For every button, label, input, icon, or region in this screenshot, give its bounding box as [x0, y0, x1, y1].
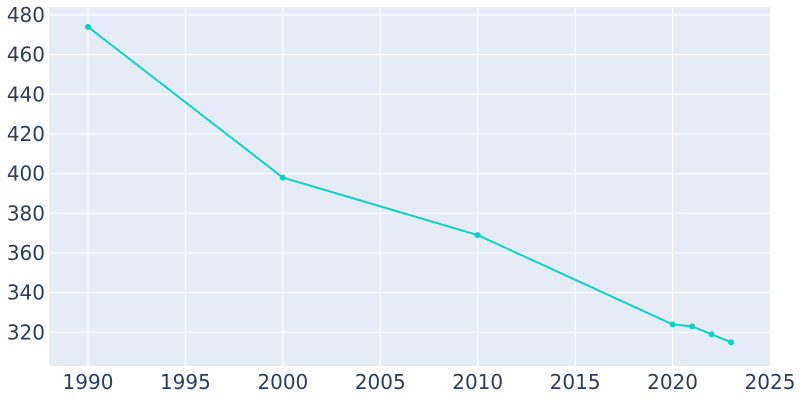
y-tick-label: 320: [7, 320, 45, 344]
y-tick-label: 480: [7, 3, 45, 27]
y-tick-label: 380: [7, 201, 45, 225]
data-point-2020[interactable]: [669, 321, 676, 328]
x-tick-label: 2025: [745, 370, 796, 394]
x-tick-label: 2010: [452, 370, 503, 394]
y-tick-label: 400: [7, 162, 45, 186]
x-axis-tick-labels: 1990 1995 2000 2005 2010 2015 2020 2025: [63, 370, 796, 394]
x-tick-label: 1990: [63, 370, 114, 394]
data-point-2010[interactable]: [474, 232, 481, 239]
y-tick-label: 440: [7, 82, 45, 106]
plot-background: [49, 7, 770, 366]
data-point-2000[interactable]: [279, 174, 286, 181]
x-tick-label: 1995: [160, 370, 211, 394]
y-gridlines: [49, 14, 770, 333]
y-tick-label: 340: [7, 281, 45, 305]
series-layer: [84, 23, 735, 346]
y-axis-tick-labels: 320 340 360 380 400 420 440 460 480: [7, 3, 45, 344]
x-tick-label: 2015: [550, 370, 601, 394]
data-point-2023[interactable]: [728, 339, 735, 346]
y-tick-label: 360: [7, 241, 45, 265]
data-point-1990[interactable]: [84, 23, 91, 30]
x-tick-label: 2020: [647, 370, 698, 394]
y-tick-label: 420: [7, 122, 45, 146]
x-gridlines: [87, 7, 674, 366]
data-point-2022[interactable]: [708, 331, 715, 338]
x-tick-label: 2005: [355, 370, 406, 394]
x-tick-label: 2000: [257, 370, 308, 394]
y-tick-label: 460: [7, 43, 45, 67]
data-point-2021[interactable]: [689, 323, 696, 330]
